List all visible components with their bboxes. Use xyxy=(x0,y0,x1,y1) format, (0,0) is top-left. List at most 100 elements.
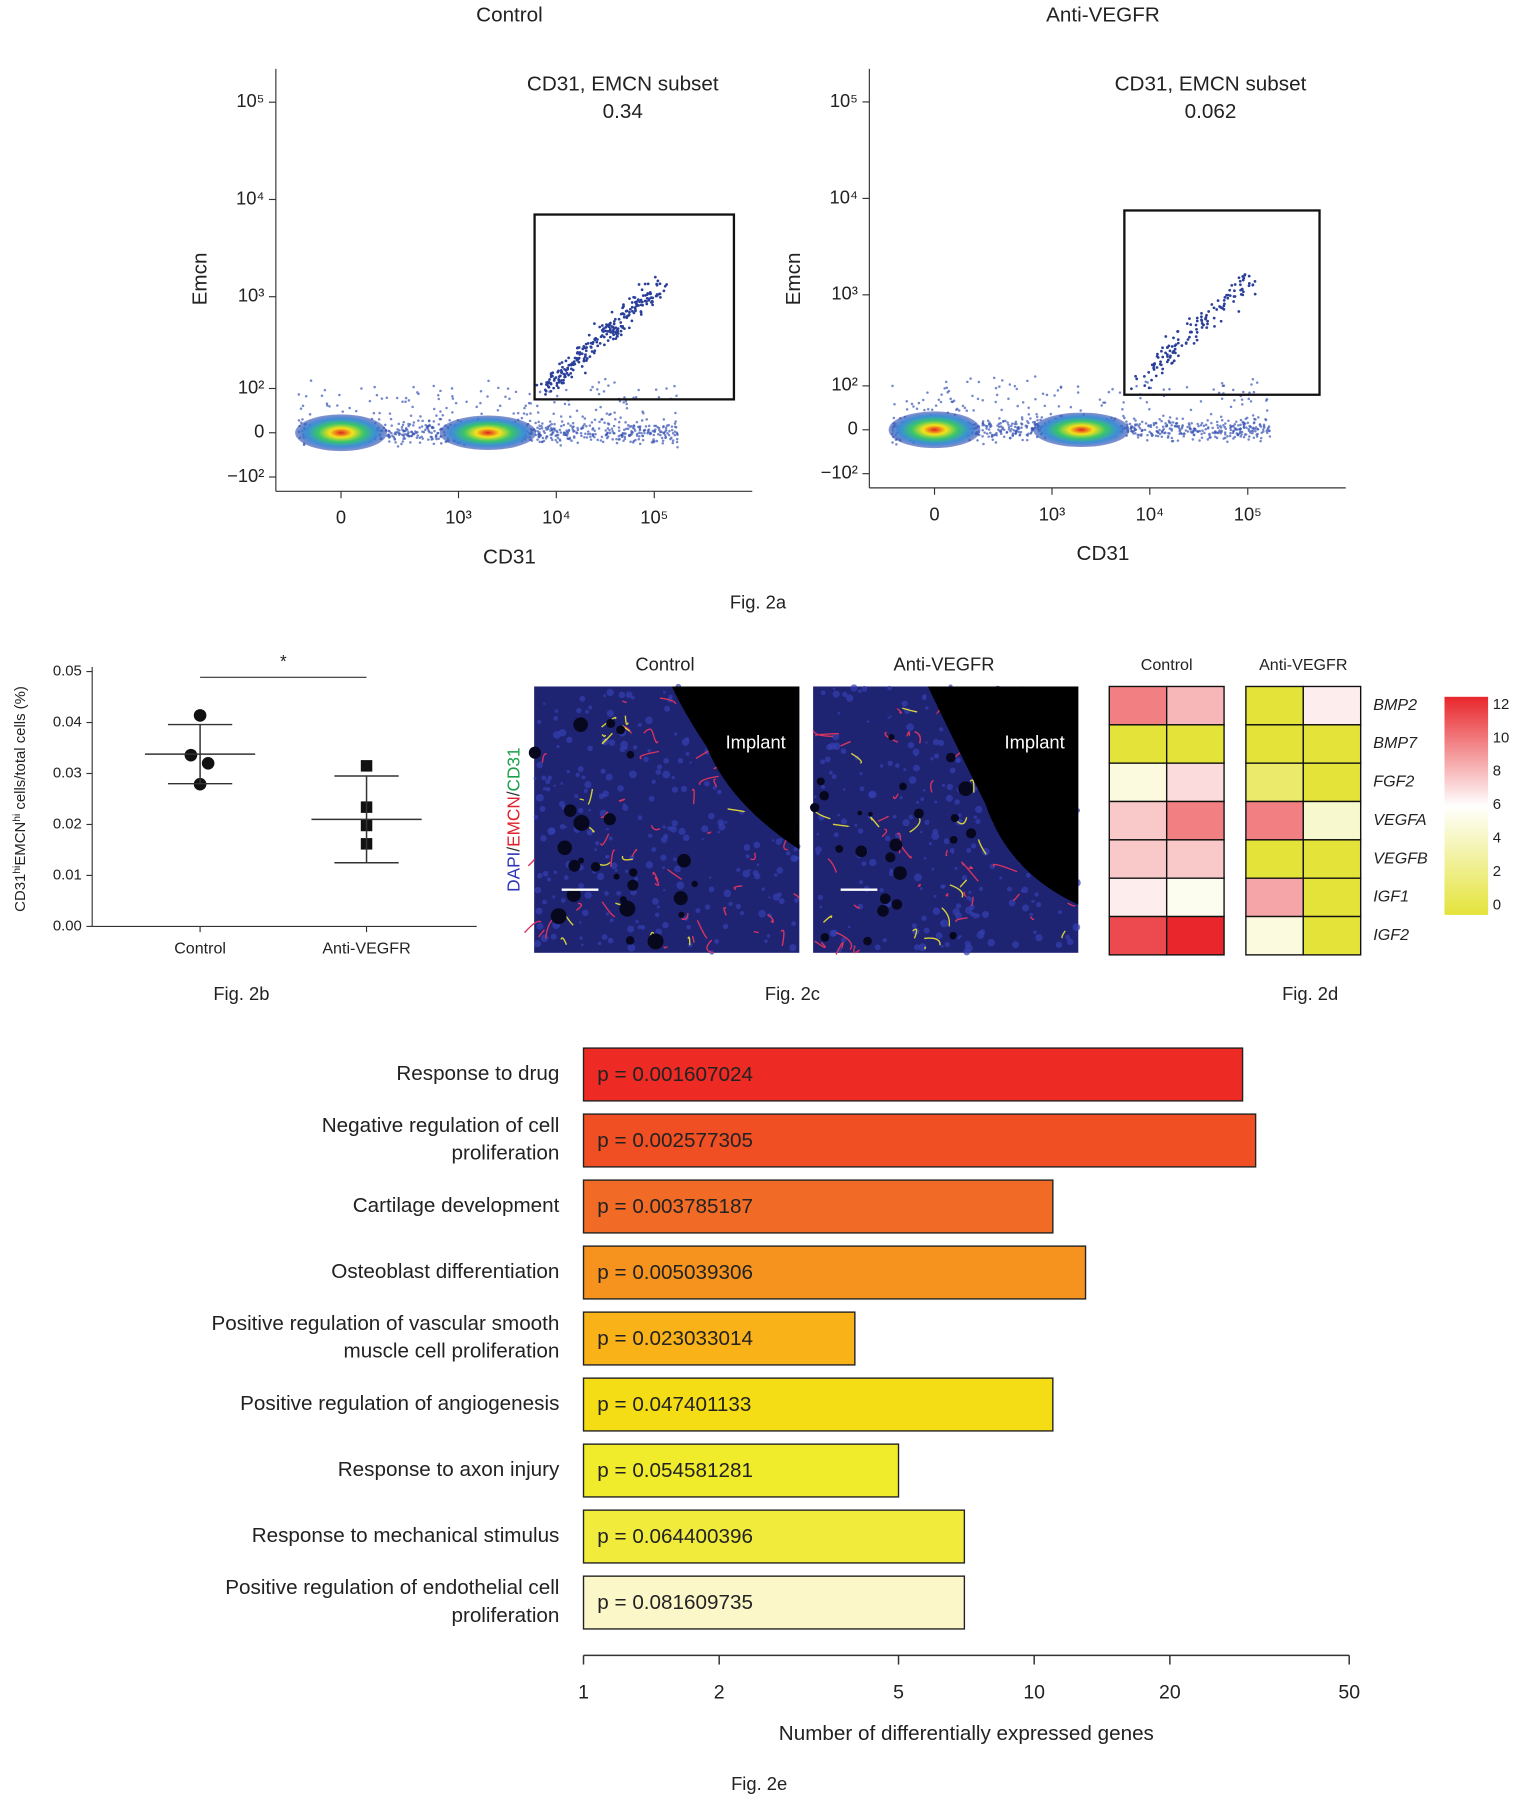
event-dot xyxy=(656,433,660,436)
event-dot xyxy=(537,420,540,424)
event-dot xyxy=(623,437,627,441)
event-dot xyxy=(411,405,414,409)
event-dot xyxy=(1032,420,1035,424)
vessel xyxy=(707,831,712,834)
event-dot xyxy=(1192,433,1196,436)
event-dot xyxy=(576,441,580,445)
event-dot xyxy=(496,409,500,412)
event-dot xyxy=(1135,377,1139,381)
event-dot xyxy=(1031,427,1034,431)
pore xyxy=(885,852,896,863)
event-dot xyxy=(1057,405,1061,408)
pore xyxy=(677,853,691,868)
event-dot xyxy=(1160,435,1164,439)
event-dot xyxy=(671,441,675,445)
event-dot xyxy=(673,425,677,429)
event-dot xyxy=(571,421,575,425)
event-dot xyxy=(1014,432,1018,435)
nucleus xyxy=(625,691,633,699)
event-dot xyxy=(1205,326,1209,329)
event-dot xyxy=(1250,383,1253,386)
event-dot xyxy=(403,437,407,440)
heat-cell xyxy=(1302,877,1362,918)
event-dot xyxy=(640,300,644,304)
event-dot xyxy=(591,342,594,346)
event-dot xyxy=(480,412,483,416)
caption: Fig. 2b xyxy=(213,983,269,1004)
vessel xyxy=(667,868,683,880)
event-dot xyxy=(1000,408,1003,412)
event-dot xyxy=(550,428,554,432)
event-dot xyxy=(1160,431,1164,434)
event-dot xyxy=(608,413,611,417)
event-dot xyxy=(1034,398,1037,401)
event-dot xyxy=(618,399,622,403)
event-dot xyxy=(653,424,656,428)
event-dot xyxy=(1267,429,1271,432)
event-dot xyxy=(612,424,616,428)
vessel xyxy=(599,833,610,846)
event-dot xyxy=(665,424,669,427)
event-dot xyxy=(535,383,539,387)
event-dot xyxy=(593,418,597,422)
event-dot xyxy=(995,393,999,397)
pore xyxy=(563,804,577,818)
pore xyxy=(566,887,581,902)
nucleus xyxy=(854,823,858,827)
event-dot xyxy=(658,282,662,286)
event-dot xyxy=(569,424,572,427)
y-axis-label-part: hi xyxy=(12,866,23,874)
density-cloud xyxy=(888,411,981,449)
nucleus xyxy=(554,709,559,713)
nucleus xyxy=(606,827,609,831)
event-dot xyxy=(577,356,581,360)
event-dot xyxy=(988,423,991,426)
event-dot xyxy=(662,431,666,435)
nucleus xyxy=(686,924,691,930)
event-dot xyxy=(1222,437,1225,440)
nucleus xyxy=(908,776,917,784)
vessel xyxy=(835,941,844,955)
event-dot xyxy=(537,432,540,436)
event-dot xyxy=(1167,421,1171,424)
nucleus xyxy=(831,929,838,937)
event-dot xyxy=(583,435,586,439)
nucleus xyxy=(585,709,590,714)
event-dot xyxy=(1205,313,1208,317)
column-header: Anti-VEGFR xyxy=(1259,656,1347,674)
nucleus xyxy=(534,886,542,894)
event-dot xyxy=(577,360,581,364)
event-dot xyxy=(658,292,662,296)
event-dot xyxy=(1158,418,1161,421)
event-dot xyxy=(569,415,572,419)
vessel xyxy=(579,798,584,801)
nucleus xyxy=(637,722,642,727)
event-dot xyxy=(401,400,404,404)
event-dot xyxy=(390,431,393,435)
pore xyxy=(573,814,590,831)
event-dot xyxy=(377,418,381,421)
event-dot xyxy=(402,420,405,424)
nucleus xyxy=(606,709,614,717)
event-dot xyxy=(625,316,629,320)
event-dot xyxy=(623,435,627,439)
event-dot xyxy=(523,406,526,410)
event-dot xyxy=(1014,420,1018,423)
event-dot xyxy=(593,429,596,433)
vessel xyxy=(870,816,880,828)
event-dot xyxy=(1215,308,1219,311)
event-dot xyxy=(934,404,938,407)
event-dot xyxy=(550,438,554,442)
event-dot xyxy=(969,377,972,380)
pore xyxy=(691,880,698,888)
nucleus xyxy=(935,932,943,940)
event-dot xyxy=(1175,417,1179,420)
event-dot xyxy=(1229,405,1233,409)
pore xyxy=(888,733,895,741)
event-dot xyxy=(977,380,981,384)
event-dot xyxy=(1238,279,1242,283)
event-dot xyxy=(1156,356,1160,359)
nucleus xyxy=(662,866,666,870)
caption: Fig. 2a xyxy=(730,592,787,613)
nucleus xyxy=(975,805,983,814)
